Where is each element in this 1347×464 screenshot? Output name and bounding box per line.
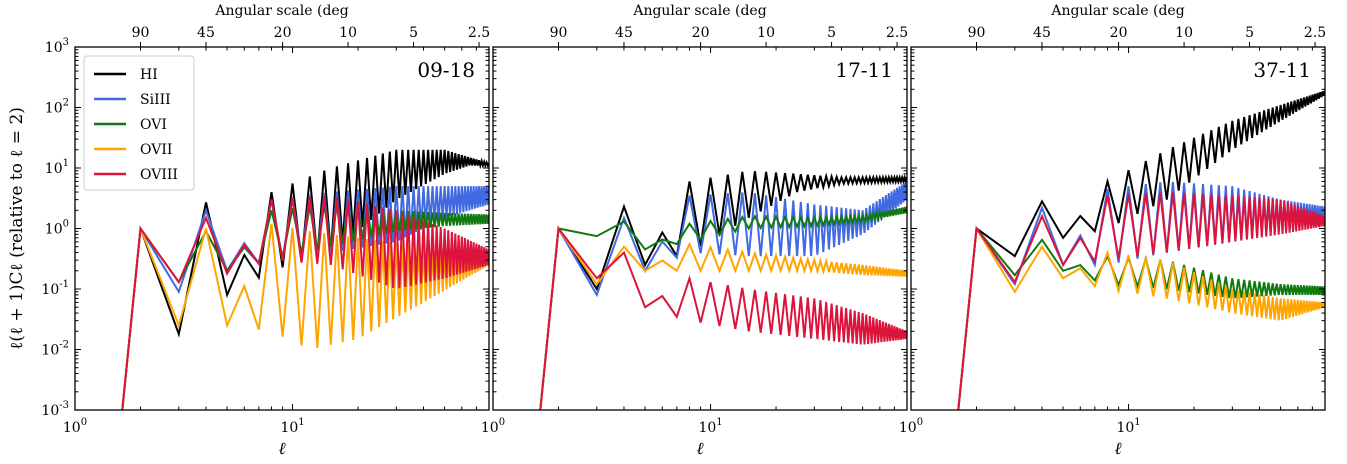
series-line-HI	[957, 90, 1325, 410]
panel-17-11: 100 101 ℓ 90 45 20 10 5 2.5 Angular scale (deg 17-…	[481, 3, 908, 459]
top-tick-label: 5	[409, 25, 418, 41]
series-line-SiIII	[539, 181, 907, 410]
y-axis	[911, 46, 1325, 411]
top-tick-label: 10	[757, 25, 775, 41]
x-axis: 100 101 ℓ	[899, 47, 1326, 459]
top-axis: 90 45 20 10 5 2.5 Angular scale (deg	[968, 3, 1326, 47]
series-group	[121, 149, 489, 410]
x-tick-label: 101	[698, 417, 722, 436]
legend-entry: HI	[140, 67, 158, 83]
series-group	[957, 90, 1325, 410]
x-tick-label: 101	[1116, 417, 1140, 436]
y-axis-label: ℓ(ℓ + 1)Cℓ (relative to ℓ = 2)	[7, 107, 27, 350]
y-tick-label: 10-1	[41, 279, 69, 298]
top-tick-label: 90	[550, 25, 568, 41]
series-line-HI	[121, 149, 489, 410]
series-group	[539, 171, 907, 410]
series-line-OVIII	[121, 195, 489, 410]
x-tick-label: 100	[63, 417, 87, 436]
x-tick-label: 101	[280, 417, 304, 436]
series-line-OVII	[957, 225, 1325, 410]
top-tick-label: 5	[827, 25, 836, 41]
top-axis-label: Angular scale (deg	[1050, 3, 1184, 19]
legend: HI SiIII OVI OVII OVIII	[83, 55, 195, 191]
y-tick-label: 102	[45, 98, 69, 117]
panel-09-18: 100 101 ℓ 90 45 20 10 5 2.5 Angular scale (deg 10-…	[7, 3, 490, 459]
legend-entry: SiIII	[140, 92, 171, 108]
x-axis: 100 101 ℓ	[481, 47, 908, 459]
x-axis-label: ℓ	[1114, 439, 1121, 459]
legend-entry: OVIII	[140, 167, 178, 183]
top-axis-label: Angular scale (deg	[214, 3, 348, 19]
top-axis: 90 45 20 10 5 2.5 Angular scale (deg	[550, 3, 908, 47]
legend-box	[83, 55, 195, 191]
x-axis: 100 101 ℓ	[63, 47, 490, 459]
series-line-OVIII	[539, 225, 907, 410]
series-line-OVIII	[957, 192, 1325, 410]
top-tick-label: 45	[615, 25, 633, 41]
y-tick-label: 10-2	[41, 340, 69, 359]
top-tick-label: 45	[197, 25, 215, 41]
y-axis: 10-3 10-2 10-1 100 101 102 103 ℓ(ℓ + 1)Cℓ (rela…	[7, 37, 489, 419]
top-tick-label: 5	[1245, 25, 1254, 41]
series-line-OVII	[539, 225, 907, 410]
legend-entry: OVI	[140, 117, 167, 133]
panel-label: 09-18	[417, 58, 475, 82]
top-tick-label: 2.5	[886, 25, 908, 41]
y-tick-label: 101	[45, 158, 69, 177]
top-tick-label: 20	[1110, 25, 1128, 41]
panel-label: 37-11	[1253, 58, 1311, 82]
legend-entry: OVII	[140, 142, 172, 158]
y-tick-label: 10-3	[41, 400, 69, 419]
panel-label: 17-11	[835, 58, 893, 82]
top-axis-label: Angular scale (deg	[632, 3, 766, 19]
top-tick-label: 20	[274, 25, 292, 41]
top-tick-label: 10	[339, 25, 357, 41]
top-tick-label: 10	[1175, 25, 1193, 41]
top-tick-label: 2.5	[1304, 25, 1326, 41]
y-tick-label: 100	[45, 219, 69, 238]
top-tick-label: 20	[692, 25, 710, 41]
series-line-OVI	[539, 206, 907, 410]
x-tick-label: 100	[481, 417, 505, 436]
x-axis-label: ℓ	[696, 439, 703, 459]
top-axis: 90 45 20 10 5 2.5 Angular scale (deg	[132, 3, 490, 47]
top-tick-label: 90	[968, 25, 986, 41]
top-tick-label: 90	[132, 25, 150, 41]
top-tick-label: 2.5	[468, 25, 490, 41]
y-tick-label: 103	[45, 37, 69, 56]
series-line-HI	[539, 171, 907, 410]
x-tick-label: 100	[899, 417, 923, 436]
x-axis-label: ℓ	[278, 439, 285, 459]
panel-37-11: 100 101 ℓ 90 45 20 10 5 2.5 Angular scale (deg 37-…	[899, 3, 1326, 459]
y-axis	[493, 46, 907, 411]
top-tick-label: 45	[1033, 25, 1051, 41]
